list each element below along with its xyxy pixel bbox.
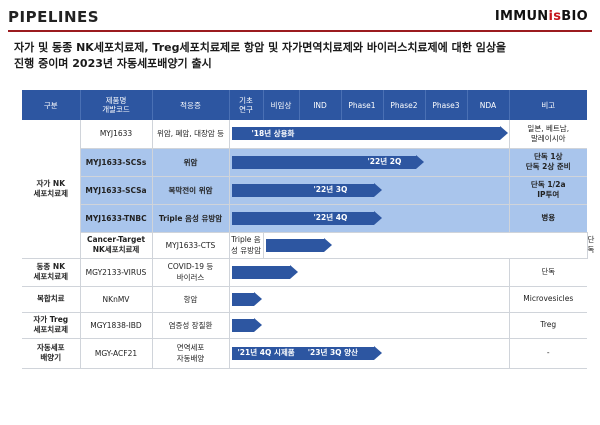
indication-cell: 위암 — [152, 148, 230, 177]
progress-bar — [231, 210, 382, 225]
headline-line-2: 진행 중이며 2023년 자동세포배양기 출시 — [14, 57, 212, 70]
col-header-nonclinical: 비임상 — [263, 90, 300, 120]
group-cell: Cancer-Target NK세포치료제 — [80, 232, 153, 259]
group-cell: 자동세포 배양기 — [22, 338, 81, 369]
col-header-indication: 적응증 — [152, 90, 230, 120]
col-header-phase1: Phase1 — [341, 90, 384, 120]
logo-text-main: IMMUN — [494, 9, 549, 24]
col-header-remark: 비고 — [509, 90, 587, 120]
product-code-cell: NKnMV — [80, 286, 153, 313]
progress-label: '21년 4Q 시제품 '23년 3Q 양산 — [237, 348, 358, 357]
col-header-phase3: Phase3 — [425, 90, 468, 120]
stage-track — [229, 286, 509, 313]
table-row: 동종 NK 세포치료제 MGY2133-VIRUS COVID-19 등 바이러스 단… — [22, 258, 587, 287]
indication-cell: 복막전이 위암 — [152, 176, 230, 205]
group-cell: 자가 Treg 세포치료제 — [22, 312, 81, 339]
stage-track: '22년 2Q — [229, 148, 509, 177]
table-row: 자가 NK 세포치료제 MYJ1633 위암, 폐암, 대장암 등 '18년 상용화 일… — [22, 120, 587, 259]
stage-track: '22년 4Q — [229, 204, 509, 233]
progress-bar — [231, 154, 424, 169]
progress-bar — [265, 237, 332, 252]
headline-line-1: 자가 및 동종 NK세포치료제, Treg세포치료제로 항암 및 자가면역치료제… — [14, 41, 507, 54]
indication-cell: 항암 — [152, 286, 230, 313]
stage-track — [229, 312, 509, 339]
logo-text-tail: BIO — [561, 9, 588, 24]
product-code-cell: MYJ1633-CTS — [152, 232, 230, 259]
product-code-cell: MGY2133-VIRUS — [80, 258, 153, 287]
product-code-cell: MGY1838-IBD — [80, 312, 153, 339]
col-header-nda: NDA — [467, 90, 510, 120]
stage-track — [229, 258, 509, 287]
indication-cell: Triple 음성 유방암 — [152, 204, 230, 233]
table-row: MYJ1633-TNBC Triple 음성 유방암 '22년 4Q 병용 — [22, 204, 587, 233]
group-cell: 복합치료 — [22, 286, 81, 313]
stage-track: '21년 4Q 시제품 '23년 3Q 양산 — [229, 338, 509, 369]
progress-bar — [231, 126, 508, 141]
remark-cell: 일본, 베트남, 말레이시아 — [508, 120, 587, 149]
product-code-cell: MYJ1633-SCSa — [80, 176, 153, 205]
stage-track: '22년 3Q — [229, 176, 509, 205]
table-row: 자동세포 배양기 MGY-ACF21 면역세포 자동배양 '21년 4Q 시제품 '2… — [22, 338, 587, 369]
company-logo: IMMUNisBIO — [495, 9, 588, 24]
progress-label: '22년 2Q — [367, 157, 402, 166]
product-code-cell: MYJ1633-SCSs — [80, 148, 153, 177]
logo-text-accent: is — [548, 9, 562, 24]
progress-bar — [231, 291, 262, 306]
product-code-cell: MGY-ACF21 — [80, 338, 153, 369]
remark-cell: 단독 — [508, 258, 587, 287]
table-row: 자가 Treg 세포치료제 MGY1838-IBD 염증성 장질환 Treg — [22, 312, 587, 339]
group-cell: 자가 NK 세포치료제 — [22, 120, 81, 259]
indication-cell: 위암, 폐암, 대장암 등 — [152, 120, 230, 149]
headline: 자가 및 동종 NK세포치료제, Treg세포치료제로 항암 및 자가면역치료제… — [14, 40, 589, 72]
col-header-group: 구분 — [22, 90, 81, 120]
progress-label: '22년 3Q — [313, 185, 348, 194]
progress-bar — [231, 317, 262, 332]
table-header-row: 구분 제품명 개발코드 적응증 기초 연구 비임상 IND Phase1 Pha… — [22, 90, 587, 120]
stage-track — [263, 232, 587, 259]
col-header-phase2: Phase2 — [383, 90, 426, 120]
table-row: Cancer-Target NK세포치료제 MYJ1633-CTS Triple 음… — [22, 232, 594, 259]
remark-cell: 단독 1/2a IP투여 — [508, 176, 587, 205]
pipeline-table: 구분 제품명 개발코드 적응증 기초 연구 비임상 IND Phase1 Pha… — [22, 90, 594, 369]
page-title: PIPELINES — [8, 8, 100, 26]
remark-cell: 병용 — [508, 204, 587, 233]
col-header-ind: IND — [299, 90, 342, 120]
col-header-code: 제품명 개발코드 — [80, 90, 153, 120]
indication-cell: 염증성 장질환 — [152, 312, 230, 339]
progress-bar — [231, 345, 382, 360]
remark-cell: 단독 1상 단독 2상 준비 — [508, 148, 587, 177]
product-code-cell: MYJ1633 — [80, 120, 153, 149]
product-code-cell: MYJ1633-TNBC — [80, 204, 153, 233]
progress-label: '18년 상용화 — [251, 128, 295, 138]
progress-bar — [231, 264, 298, 279]
group-cell: 동종 NK 세포치료제 — [22, 258, 81, 287]
remark-cell: - — [508, 338, 587, 369]
table-row: MYJ1633-SCSs 위암 '22년 2Q 단독 1상 단독 2상 준비 — [22, 148, 587, 177]
progress-bar — [231, 182, 382, 197]
indication-cell: Triple 음성 유방암 — [229, 232, 264, 259]
table-row: MYJ1633-SCSa 복막전이 위암 '22년 3Q 단독 1/2a IP투여 — [22, 176, 587, 205]
title-divider — [8, 30, 592, 32]
table-row: 복합치료 NKnMV 항암 Microvesicles — [22, 286, 587, 313]
indication-cell: 면역세포 자동배양 — [152, 338, 230, 369]
col-header-basic-research: 기초 연구 — [229, 90, 264, 120]
remark-cell: Microvesicles — [508, 286, 587, 313]
remark-cell: Treg — [508, 312, 587, 339]
indication-cell: COVID-19 등 바이러스 — [152, 258, 230, 287]
progress-label: '22년 4Q — [313, 213, 348, 222]
stage-track: '18년 상용화 — [229, 120, 509, 149]
